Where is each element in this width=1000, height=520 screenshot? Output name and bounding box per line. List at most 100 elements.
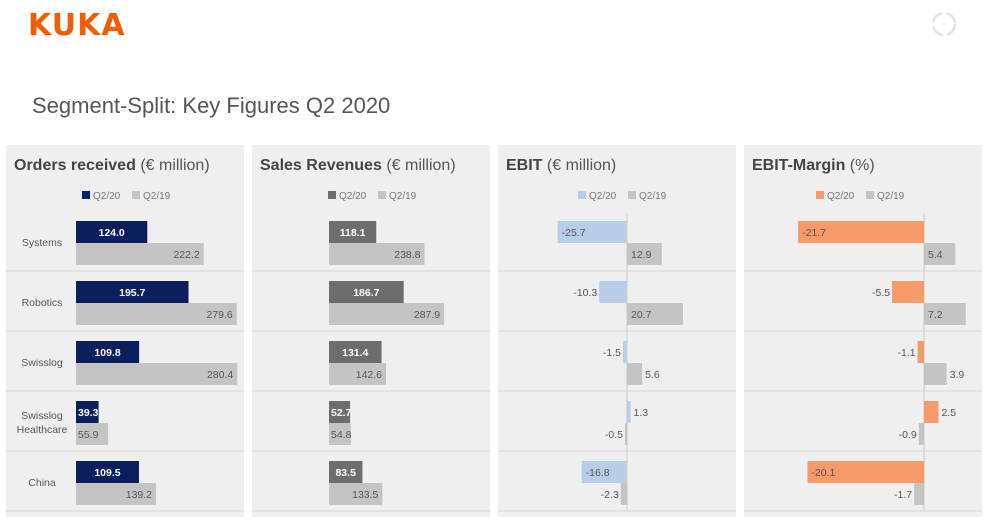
- bar-q2-19-swisslog: [627, 363, 643, 385]
- bar-q2-20-robotics: [599, 281, 627, 303]
- data-label-q2-20-systems: -21.7: [802, 227, 826, 239]
- bar-q2-20-china: [329, 461, 363, 483]
- data-label-q2-19-robotics: 20.7: [631, 309, 652, 321]
- ebit-chart: Q2/20 Q2/19 -25.7 12.9 -10.3 20.7 -1.5 5.6 1.3 -0…: [498, 191, 736, 512]
- orders-received-chart: Q2/20 Q2/19 Systems 124.0 222.2 Robotics 195.7…: [6, 191, 244, 512]
- category-label-systems: Systems: [22, 237, 62, 249]
- category-label-swisslog-healthcare: Swisslog Healthcare: [17, 410, 68, 436]
- data-label-q2-20-china: -20.1: [811, 467, 835, 479]
- data-label-q2-20-swisslog-healthcare: 2.5: [942, 407, 957, 419]
- legend-label-q2-19: Q2/19: [143, 191, 171, 202]
- category-label-china: China: [28, 477, 56, 489]
- data-label-q2-19-robotics: 287.9: [414, 309, 440, 321]
- bar-q2-20-robotics: [329, 281, 404, 303]
- legend-swatch-q2-20: [578, 191, 586, 199]
- category-label-robotics: Robotics: [22, 297, 63, 309]
- data-label-q2-20-swisslog: 131.4: [342, 347, 368, 359]
- legend-label-q2-19: Q2/19: [389, 191, 417, 202]
- bar-q2-19-china: [914, 483, 924, 505]
- data-label-q2-20-systems: 124.0: [99, 227, 125, 239]
- bar-q2-19-china: [620, 483, 627, 505]
- data-label-q2-20-china: 109.5: [94, 467, 120, 479]
- data-label-q2-19-systems: 238.8: [394, 249, 420, 261]
- panel-title: Orders received (€ million): [14, 157, 210, 174]
- data-label-q2-20-swisslog: -1.1: [898, 347, 916, 359]
- category-label-swisslog: Swisslog: [21, 357, 63, 369]
- bar-q2-19-china: [76, 483, 157, 505]
- data-label-q2-19-swisslog-healthcare: -0.9: [899, 429, 917, 441]
- legend-swatch-q2-20: [82, 191, 90, 199]
- legend-swatch-q2-19: [866, 191, 874, 199]
- page-title: Segment-Split: Key Figures Q2 2020: [32, 93, 391, 118]
- data-label-q2-19-china: -1.7: [894, 489, 912, 501]
- data-label-q2-19-robotics: 279.6: [206, 309, 232, 321]
- bar-q2-20-china: [581, 461, 627, 483]
- data-label-q2-20-systems: -25.7: [562, 227, 586, 239]
- data-label-q2-19-swisslog: 280.4: [207, 369, 233, 381]
- bar-q2-19-robotics: [329, 303, 445, 325]
- bar-q2-19-robotics: [627, 303, 683, 325]
- data-label-q2-20-systems: 118.1: [340, 227, 366, 239]
- bar-q2-19-systems: [627, 243, 662, 265]
- bar-q2-19-systems: [924, 243, 956, 265]
- bar-q2-20-systems: [329, 221, 377, 243]
- bar-q2-20-swisslog: [622, 341, 627, 363]
- ebit-margin-chart: Q2/20 Q2/19 -21.7 5.4 -5.5 7.2 -1.1 3.9 2.5 -0.9 -…: [744, 191, 982, 512]
- data-label-q2-20-robotics: 195.7: [119, 287, 145, 299]
- legend-swatch-q2-19: [628, 191, 636, 199]
- legend-swatch-q2-19: [378, 191, 386, 199]
- bar-q2-20-robotics: [892, 281, 924, 303]
- panel-title: Sales Revenues (€ million): [260, 157, 456, 174]
- data-label-q2-20-robotics: -10.3: [573, 287, 597, 299]
- panel-title: EBIT-Margin (%): [752, 157, 875, 174]
- data-label-q2-19-swisslog: 5.6: [645, 369, 660, 381]
- loading-spinner-icon: [931, 11, 957, 37]
- data-label-q2-20-swisslog-healthcare: 39.3: [78, 407, 99, 419]
- bar-q2-20-swisslog-healthcare: [924, 401, 939, 423]
- data-label-q2-19-systems: 12.9: [631, 249, 652, 261]
- bar-q2-20-swisslog-healthcare: [329, 401, 351, 423]
- data-label-q2-19-swisslog-healthcare: 55.9: [78, 429, 99, 441]
- ebit-margin-panel: EBIT-Margin (%) Q2/20 Q2/19 -21.7 5.4 -5.5 7.…: [744, 145, 982, 517]
- ebit-panel: EBIT (€ million) Q2/20 Q2/19 -25.7 12.9 -10.…: [498, 145, 736, 517]
- bar-q2-19-swisslog-healthcare: [329, 423, 351, 445]
- data-label-q2-20-swisslog-healthcare: 52.7: [331, 407, 352, 419]
- data-label-q2-19-swisslog: 3.9: [950, 369, 965, 381]
- orders-received-panel: Orders received (€ million) Q2/20 Q2/19 Sy…: [6, 145, 244, 517]
- data-label-q2-20-robotics: -5.5: [872, 287, 890, 299]
- bar-q2-20-china: [76, 461, 139, 483]
- data-label-q2-19-china: -2.3: [601, 489, 619, 501]
- data-label-q2-19-swisslog-healthcare: 54.8: [331, 429, 352, 441]
- bar-q2-19-robotics: [924, 303, 966, 325]
- data-label-q2-20-china: 83.5: [335, 467, 356, 479]
- legend-swatch-q2-20: [816, 191, 824, 199]
- bar-q2-19-swisslog: [76, 363, 238, 385]
- data-label-q2-19-swisslog: 142.6: [356, 369, 382, 381]
- data-label-q2-20-swisslog: -1.5: [603, 347, 621, 359]
- data-label-q2-20-china: -16.8: [586, 467, 610, 479]
- bar-q2-19-systems: [329, 243, 425, 265]
- bar-q2-20-systems: [798, 221, 924, 243]
- kuka-logo: KUKA: [28, 8, 126, 43]
- bar-q2-19-robotics: [76, 303, 237, 325]
- bar-q2-20-systems: [557, 221, 627, 243]
- bar-q2-20-systems: [76, 221, 148, 243]
- bar-q2-20-swisslog: [329, 341, 382, 363]
- legend-label-q2-19: Q2/19: [877, 191, 905, 202]
- data-label-q2-19-china: 139.2: [126, 489, 152, 501]
- legend-label-q2-20: Q2/20: [589, 191, 617, 202]
- bar-q2-19-china: [329, 483, 383, 505]
- data-label-q2-19-systems: 5.4: [928, 249, 943, 261]
- bar-q2-20-swisslog: [917, 341, 924, 363]
- bar-q2-20-china: [807, 461, 924, 483]
- bar-q2-20-swisslog-healthcare: [627, 401, 631, 423]
- data-label-q2-19-systems: 222.2: [173, 249, 199, 261]
- data-label-q2-19-robotics: 7.2: [928, 309, 943, 321]
- legend-label-q2-20: Q2/20: [339, 191, 367, 202]
- legend-label-q2-20: Q2/20: [827, 191, 855, 202]
- bar-q2-19-swisslog: [924, 363, 947, 385]
- legend-swatch-q2-19: [132, 191, 140, 199]
- data-label-q2-19-swisslog-healthcare: -0.5: [605, 429, 623, 441]
- bar-q2-20-swisslog: [76, 341, 140, 363]
- data-label-q2-20-swisslog: 109.8: [94, 347, 120, 359]
